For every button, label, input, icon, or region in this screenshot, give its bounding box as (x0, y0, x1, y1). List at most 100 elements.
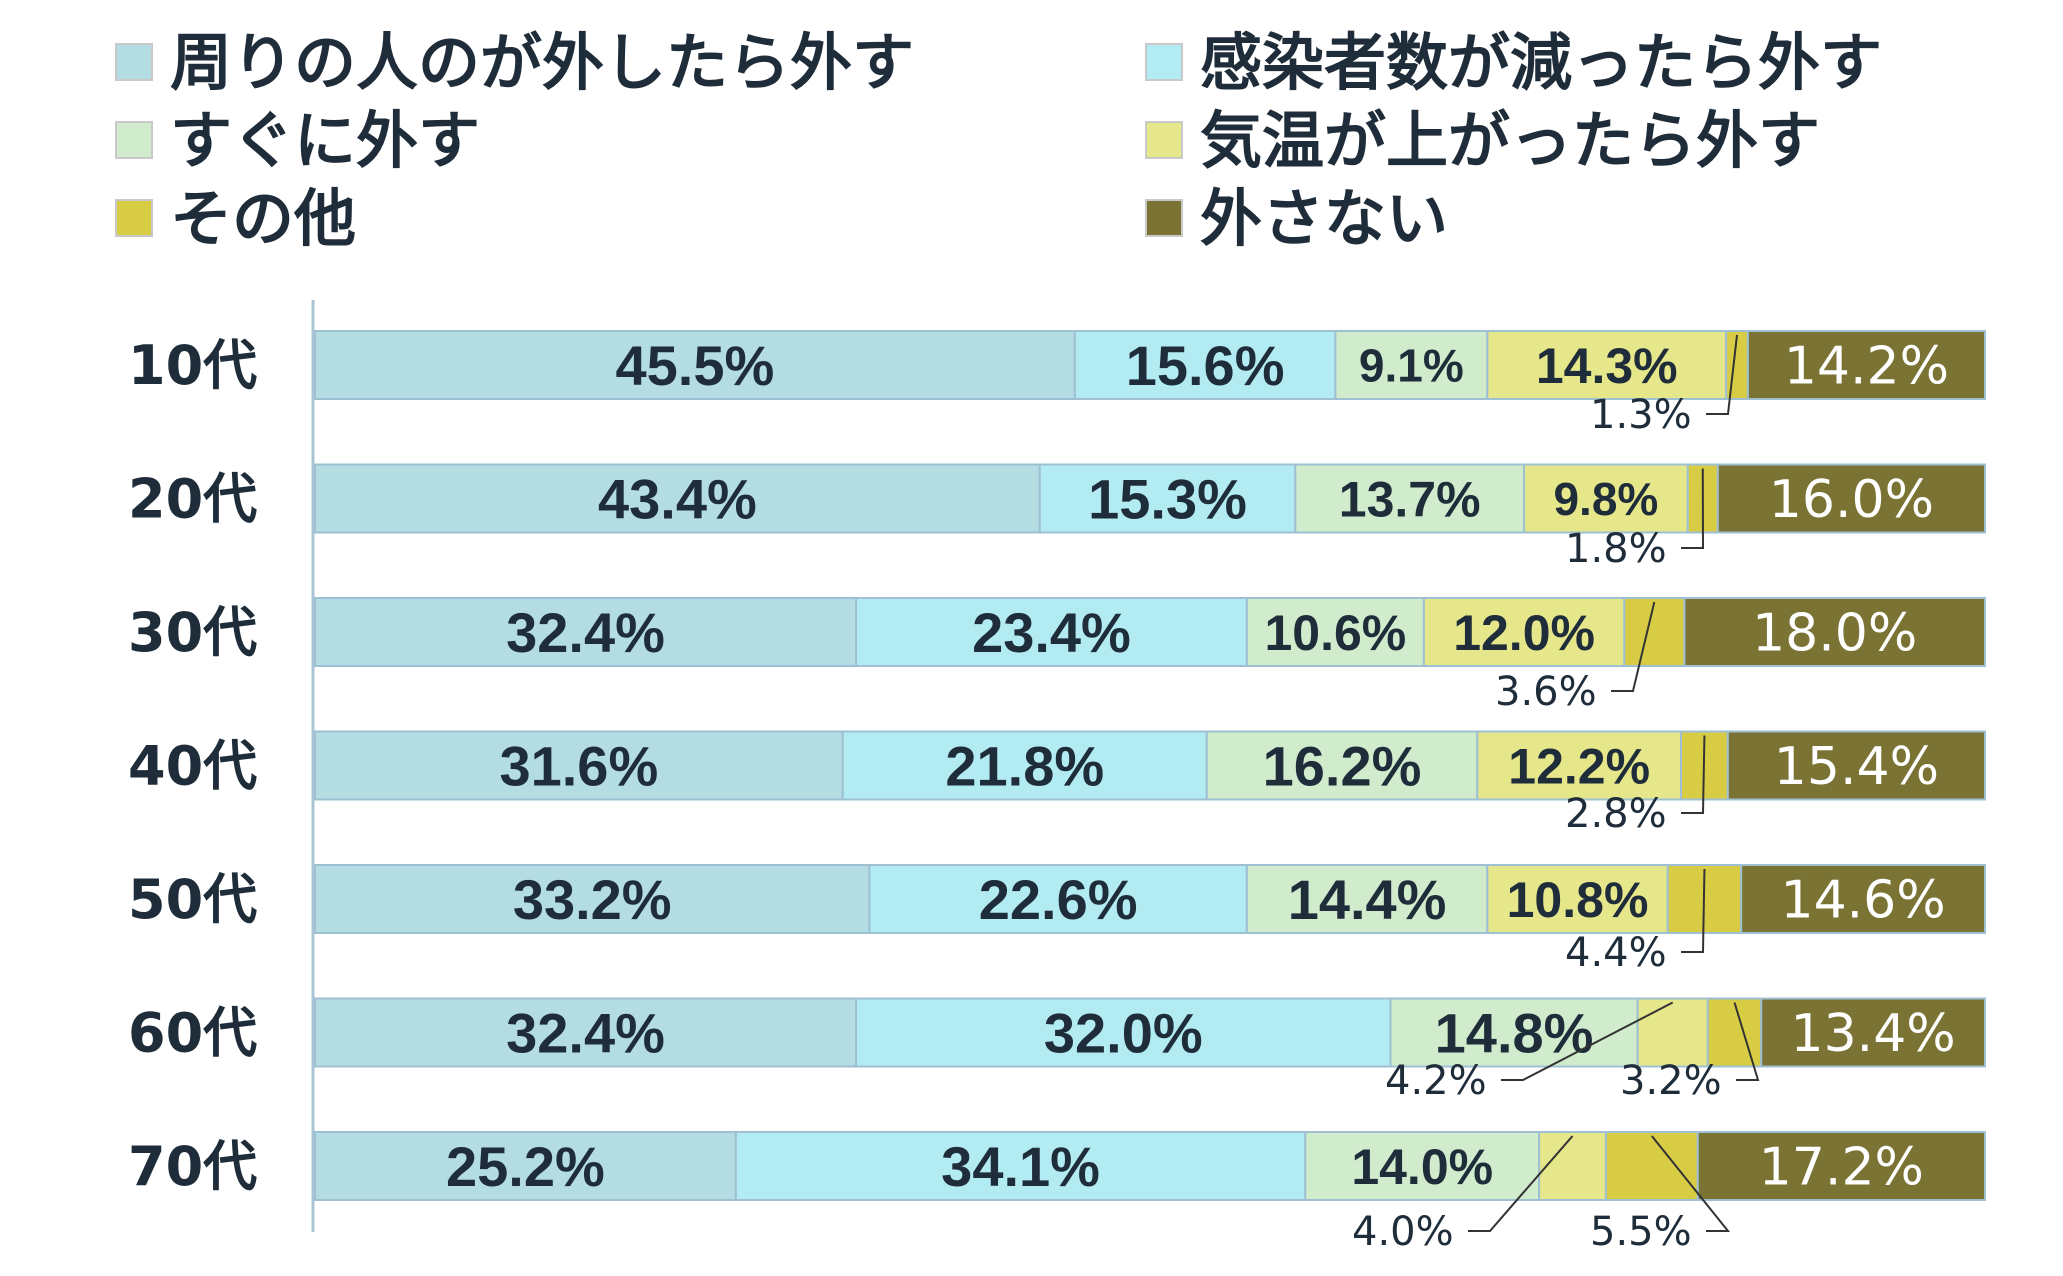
callout-line (1706, 334, 1738, 415)
bar-segment (868, 864, 1248, 934)
bar-segment (1073, 330, 1337, 400)
category-label: 40代 (128, 735, 257, 798)
value-label: 16.2% (1263, 735, 1422, 798)
value-label: 13.4% (1791, 1004, 1956, 1064)
bar-segment (1760, 997, 1986, 1068)
legend-swatch (1145, 43, 1183, 81)
bar-segment (1038, 463, 1297, 534)
bar-segment (1636, 997, 1709, 1068)
legend-label: 気温が上がったら外す (1200, 104, 1820, 177)
value-label: 14.6% (1780, 871, 1945, 931)
value-label: 14.0% (1351, 1139, 1493, 1195)
value-label: 16.0% (1769, 470, 1934, 530)
callout-line (1733, 1002, 1760, 1081)
bar-segment (1304, 1131, 1541, 1201)
value-label: 14.3% (1536, 338, 1678, 394)
value-label: 33.2% (513, 868, 672, 931)
value-label: 15.6% (1126, 334, 1285, 397)
legend-swatch (115, 199, 153, 237)
category-label: 10代 (128, 334, 257, 397)
bar-segment (314, 730, 844, 801)
bar-segment (1334, 330, 1489, 400)
bar-segment (1740, 864, 1987, 934)
callout-value-label: 5.5% (1590, 1209, 1692, 1255)
callout-value-label: 4.0% (1352, 1209, 1454, 1255)
legend-label: 感染者数が減ったら外す (1200, 26, 1882, 99)
category-label: 50代 (128, 868, 257, 931)
callout-line (1681, 468, 1705, 549)
bar-segment (855, 997, 1392, 1068)
value-label: 12.2% (1508, 739, 1650, 795)
value-label: 22.6% (979, 868, 1138, 931)
callout-line (1681, 868, 1706, 953)
category-label: 70代 (128, 1135, 257, 1198)
bar-segment (1623, 597, 1686, 667)
bar-segment (1683, 597, 1987, 667)
value-label: 14.2% (1784, 337, 1949, 397)
bar-segment (1538, 1131, 1607, 1201)
bar-segment (314, 463, 1041, 534)
bar-segment (314, 597, 858, 667)
legend-label: 外さない (1200, 182, 1448, 255)
value-label: 31.6% (499, 735, 658, 798)
bar-segment (1245, 864, 1489, 934)
value-label: 45.5% (616, 334, 775, 397)
bar-segment (1523, 463, 1689, 534)
value-label: 9.8% (1553, 473, 1658, 525)
value-label: 10.8% (1507, 872, 1649, 928)
callout-line (1611, 601, 1656, 692)
callout-line (1501, 1001, 1674, 1081)
bar-segment (1205, 730, 1479, 801)
value-label: 17.2% (1759, 1138, 1924, 1198)
legend-label: すぐに外す (170, 104, 480, 177)
bar-segment (734, 1131, 1307, 1201)
value-label: 34.1% (941, 1135, 1100, 1198)
value-label: 23.4% (972, 601, 1131, 664)
bar-segment (314, 1131, 737, 1201)
callout-value-label: 2.8% (1565, 791, 1667, 837)
bar-segment (855, 597, 1248, 667)
value-label: 21.8% (945, 735, 1104, 798)
value-label: 43.4% (598, 468, 757, 531)
category-label: 30代 (128, 601, 257, 664)
value-label: 32.0% (1044, 1002, 1203, 1065)
value-label: 25.2% (446, 1135, 605, 1198)
bar-segment (1486, 864, 1669, 934)
callout-line (1651, 1135, 1731, 1232)
bar-segment (1716, 463, 1987, 534)
value-label: 18.0% (1752, 604, 1917, 664)
bar-segment (314, 864, 871, 934)
value-label: 14.4% (1288, 868, 1447, 931)
bar-segment (1696, 1131, 1986, 1201)
value-label: 10.6% (1264, 605, 1406, 661)
callout-line (1681, 735, 1706, 814)
legend-swatch (1145, 199, 1183, 237)
callout-value-label: 3.2% (1620, 1058, 1722, 1104)
legend-label: 周りの人のが外したら外す (170, 26, 914, 99)
callout-value-label: 4.2% (1385, 1058, 1487, 1104)
bar-segment (1245, 597, 1425, 667)
bar-segment (1389, 997, 1639, 1068)
legend-swatch (1145, 121, 1183, 159)
callout-line (1468, 1135, 1574, 1232)
value-label: 32.4% (506, 1002, 665, 1065)
category-label: 20代 (128, 468, 257, 531)
bars: 45.5% 15.6% 9.1% 14.3% 14.2% 1.3% 43.4% 15.3% 13… (314, 330, 1987, 1255)
value-label: 12.0% (1453, 605, 1595, 661)
callout-value-label: 1.8% (1565, 526, 1667, 572)
value-label: 32.4% (506, 601, 665, 664)
legend-swatch (115, 121, 153, 159)
bar-segment (1706, 997, 1763, 1068)
value-label: 15.4% (1774, 737, 1939, 797)
callout-value-label: 4.4% (1565, 930, 1667, 976)
bar-segment (1726, 730, 1986, 801)
bar-segment (1746, 330, 1986, 400)
value-label: 9.1% (1359, 340, 1464, 392)
legend-swatch (115, 43, 153, 81)
value-label: 15.3% (1088, 468, 1247, 531)
callout-value-label: 3.6% (1495, 669, 1597, 715)
legend-label: その他 (170, 182, 356, 255)
value-label: 14.8% (1435, 1002, 1594, 1065)
value-label: 13.7% (1339, 472, 1481, 528)
